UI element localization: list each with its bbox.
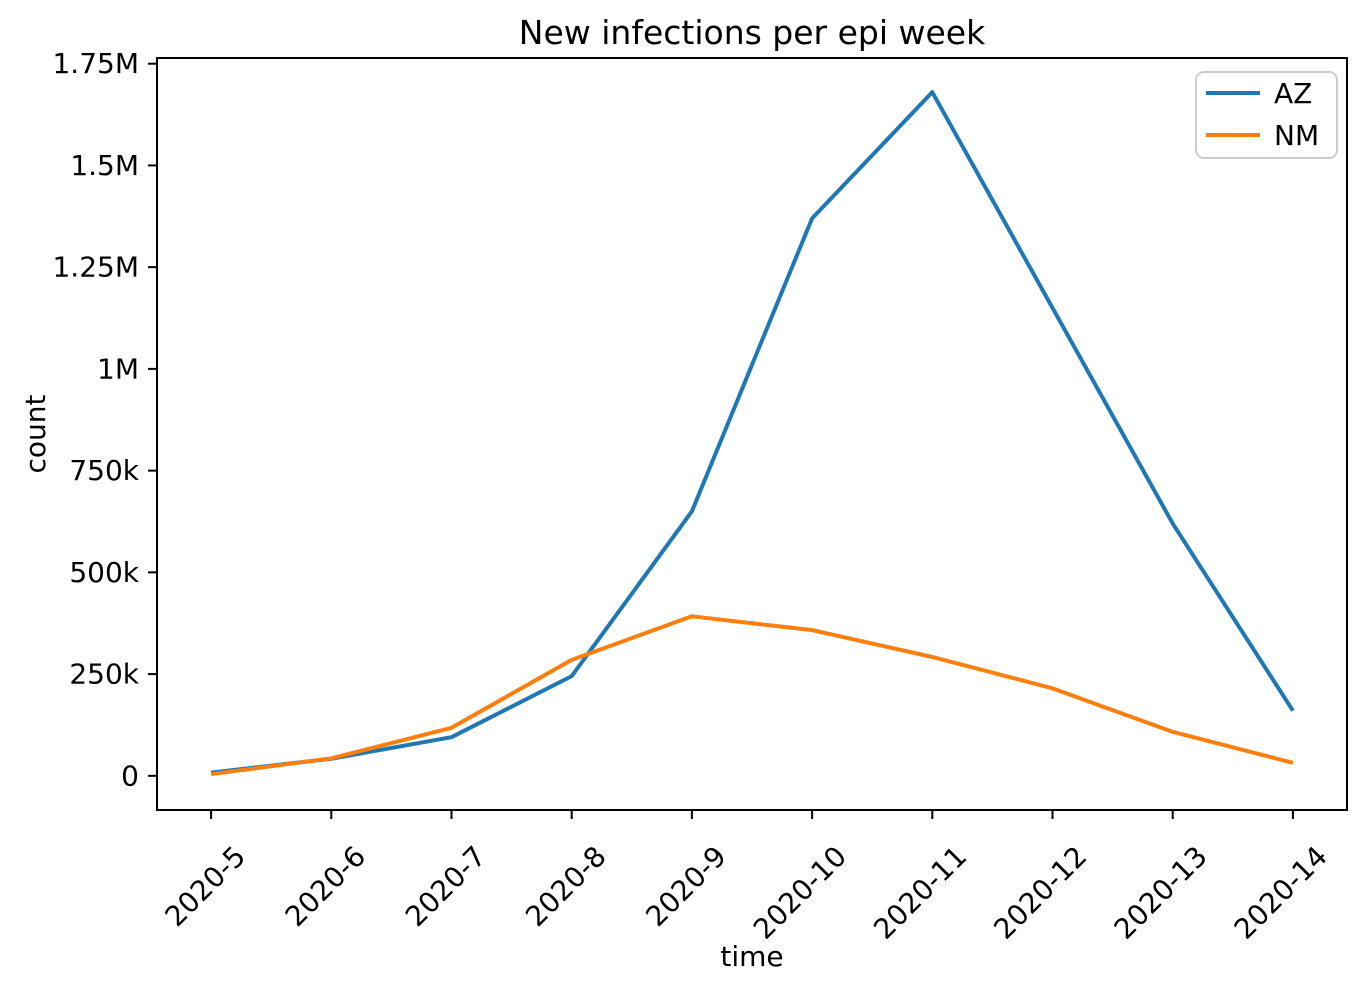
x-tick-label: 2020-14 — [1228, 840, 1334, 946]
y-tick-label: 750k — [69, 454, 139, 487]
x-tick-label: 2020-5 — [159, 840, 252, 933]
series-line-nm — [210, 614, 1294, 777]
x-tick-label: 2020-9 — [639, 840, 732, 933]
plot-frame — [156, 57, 1348, 811]
chart-title: New infections per epi week — [519, 13, 986, 52]
x-tick-label: 2020-7 — [399, 840, 492, 933]
x-tick-label: 2020-10 — [747, 840, 853, 946]
x-tick-label: 2020-6 — [279, 840, 372, 933]
x-tick-label: 2020-12 — [987, 840, 1093, 946]
y-tick-label: 1.5M — [70, 149, 139, 182]
y-tick-label: 500k — [69, 556, 139, 589]
y-ticks-layer: 0 250k 500k 750k 1M 1.25M 1.5M 1.75M — [52, 47, 157, 792]
x-ticks-layer: 2020-5 2020-6 2020-7 2020-8 2020-9 2020-10 202… — [159, 810, 1334, 946]
y-axis-label: count — [19, 394, 52, 473]
y-tick-label: 1.75M — [52, 47, 139, 80]
legend-label-az: AZ — [1274, 77, 1312, 110]
x-tick-label: 2020-13 — [1108, 840, 1214, 946]
legend: AZ NM — [1195, 71, 1338, 159]
x-axis-label: time — [720, 940, 783, 973]
legend-label-nm: NM — [1274, 119, 1319, 152]
y-tick-label: 1.25M — [52, 251, 139, 284]
y-tick-label: 0 — [121, 759, 139, 792]
y-tick-label: 250k — [69, 658, 139, 691]
x-tick-label: 2020-11 — [867, 840, 973, 946]
series-line-az — [210, 90, 1295, 775]
y-tick-label: 1M — [97, 352, 139, 385]
series-lines-layer — [210, 90, 1295, 777]
x-tick-label: 2020-8 — [519, 840, 612, 933]
